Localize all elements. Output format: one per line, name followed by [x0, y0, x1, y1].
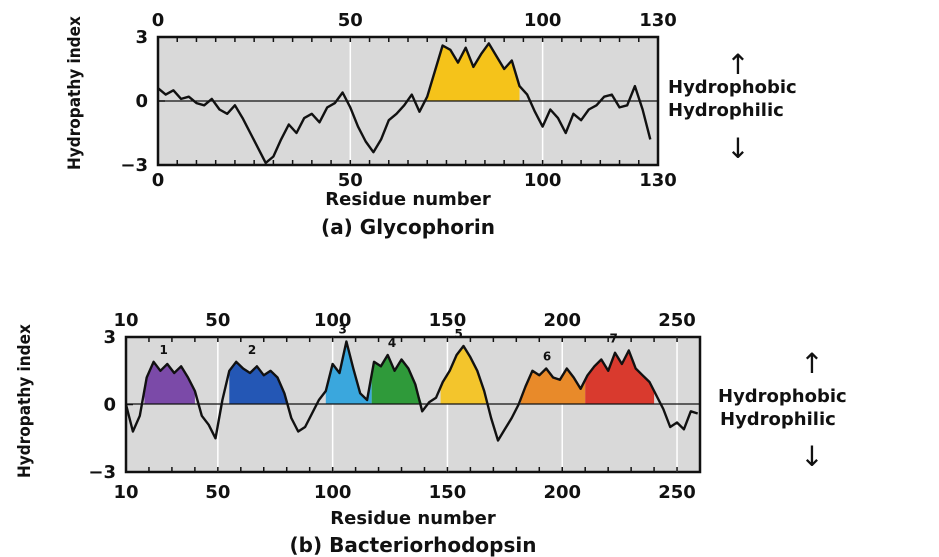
x-tick-label-top: 10 [113, 310, 138, 331]
x-tick-label-bottom: 130 [639, 170, 677, 191]
ylabel-b: Hydropathy index [15, 324, 35, 478]
x-tick-label-bottom: 150 [429, 482, 467, 503]
helix-label: 5 [454, 327, 462, 341]
x-tick-label-top: 0 [152, 10, 165, 31]
helix-label: 3 [339, 323, 347, 337]
x-tick-label-top: 150 [429, 310, 467, 331]
hydropathy-line [157, 42, 652, 165]
x-tick-label-top: 100 [314, 310, 352, 331]
series-b [124, 340, 699, 442]
helix-label: 4 [388, 336, 396, 350]
x-tick-label-top: 200 [543, 310, 581, 331]
x-tick-label-top: 100 [524, 10, 562, 31]
down-arrow-icon: ↓ [800, 440, 823, 473]
helix-label: 7 [609, 332, 617, 346]
x-tick-label-bottom: 100 [524, 170, 562, 191]
region-fill [325, 341, 372, 405]
caption-a: (a) Glycophorin [321, 215, 495, 239]
hydrophilic-label-b: Hydrophilic [720, 409, 836, 430]
y-tick-label: −3 [120, 155, 148, 176]
y-tick-label: 0 [103, 395, 116, 416]
hydrophobic-label-a: Hydrophobic [668, 77, 797, 98]
xlabel-a: Residue number [325, 189, 491, 210]
region-fill [585, 350, 655, 405]
series-a [157, 42, 652, 165]
y-tick-label: 3 [103, 327, 116, 348]
helix-label: 6 [543, 350, 551, 364]
caption-b: (b) Bacteriorhodopsin [290, 533, 537, 557]
up-arrow-icon: ↑ [726, 48, 749, 81]
region-fill [229, 361, 287, 405]
ticks-b: 10 10 50 50 100 100 150 150 200 200 250 250 3 0 −3 [88, 310, 701, 503]
y-tick-label: 3 [135, 27, 148, 48]
x-tick-label-bottom: 50 [205, 482, 230, 503]
ylabel-a: Hydropathy index [65, 16, 85, 170]
x-tick-label-top: 130 [639, 10, 677, 31]
hydrophobic-label-b: Hydrophobic [718, 386, 847, 407]
region-fill [520, 368, 586, 405]
hydrophilic-label-a: Hydrophilic [668, 100, 784, 121]
x-tick-label-top: 250 [658, 310, 696, 331]
xlabel-b: Residue number [330, 508, 496, 529]
region-fill [440, 346, 489, 405]
up-arrow-icon: ↑ [800, 347, 823, 380]
x-tick-label-top: 50 [205, 310, 230, 331]
y-tick-label: −3 [88, 462, 116, 483]
region-fill [144, 361, 195, 405]
helix-labels: 1 2 3 4 5 6 7 [159, 323, 617, 364]
helix-label: 2 [248, 343, 256, 357]
x-tick-label-bottom: 0 [152, 170, 165, 191]
x-tick-label-bottom: 200 [543, 482, 581, 503]
hydropathy-line [124, 340, 699, 442]
x-tick-label-bottom: 50 [338, 170, 363, 191]
y-tick-label: 0 [135, 91, 148, 112]
region-fill [371, 355, 425, 405]
x-tick-label-bottom: 10 [113, 482, 138, 503]
bacteriorhodopsin-panel: 10 10 50 50 100 100 150 150 200 200 250 250 3 0 −3 1 2 3… [15, 310, 847, 557]
x-tick-label-bottom: 250 [658, 482, 696, 503]
regions-b [144, 341, 655, 405]
x-tick-label-bottom: 100 [314, 482, 352, 503]
down-arrow-icon: ↓ [726, 132, 749, 165]
helix-label: 1 [159, 343, 167, 357]
x-tick-label-top: 50 [338, 10, 363, 31]
